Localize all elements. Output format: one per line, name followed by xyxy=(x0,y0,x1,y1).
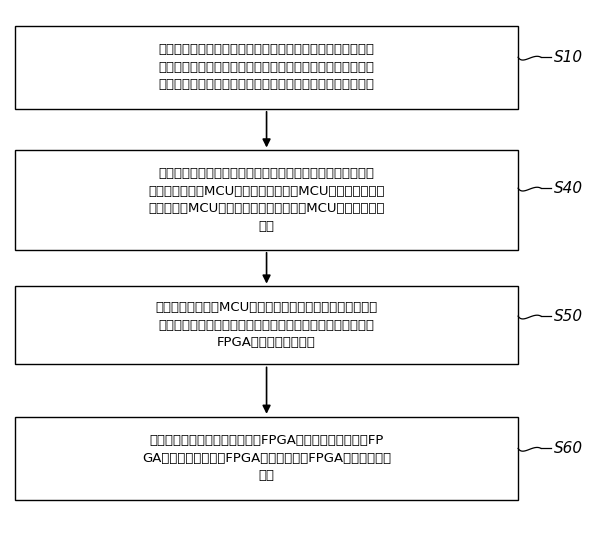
FancyBboxPatch shape xyxy=(15,286,518,365)
Text: S60: S60 xyxy=(554,441,583,456)
Text: 在所述工作状态类型为调试状态时，第一调试单元将所述数据
信息输出至所述MCU内核中，以供所述MCU内核在解析所述
数据信息为MCU调试数据之后，根据所述MCU调: 在所述工作状态类型为调试状态时，第一调试单元将所述数据 信息输出至所述MCU内核… xyxy=(149,167,385,233)
Text: 接收单元接收所述MCU内核对所述数据信息进行解析之后反
馈的输出指令，所述输出指令是在解析之后的所述数据信息为
FPGA调试数据之后发出: 接收单元接收所述MCU内核对所述数据信息进行解析之后反 馈的输出指令，所述输出指… xyxy=(155,301,378,350)
Text: S50: S50 xyxy=(554,309,583,324)
FancyBboxPatch shape xyxy=(15,416,518,500)
Text: S40: S40 xyxy=(554,181,583,196)
FancyBboxPatch shape xyxy=(15,151,518,250)
Text: 模式切换模块获取包含状态信息和数据信息的接口数据处理信
号，所述模式切换模块根据所述状态信息确定所述接口数据处
理信号对应的工作状态类型；所述工作状态类型包括下: 模式切换模块获取包含状态信息和数据信息的接口数据处理信 号，所述模式切换模块根据… xyxy=(159,43,374,91)
Text: S10: S10 xyxy=(554,49,583,65)
Text: 第二调试单元将解析之后的所述FPGA调试数据发送至所述FP
GA内核中，以供所述FPGA内核根据所述FPGA调试数据进行
调试: 第二调试单元将解析之后的所述FPGA调试数据发送至所述FP GA内核中，以供所述… xyxy=(142,434,391,483)
FancyBboxPatch shape xyxy=(15,25,518,109)
